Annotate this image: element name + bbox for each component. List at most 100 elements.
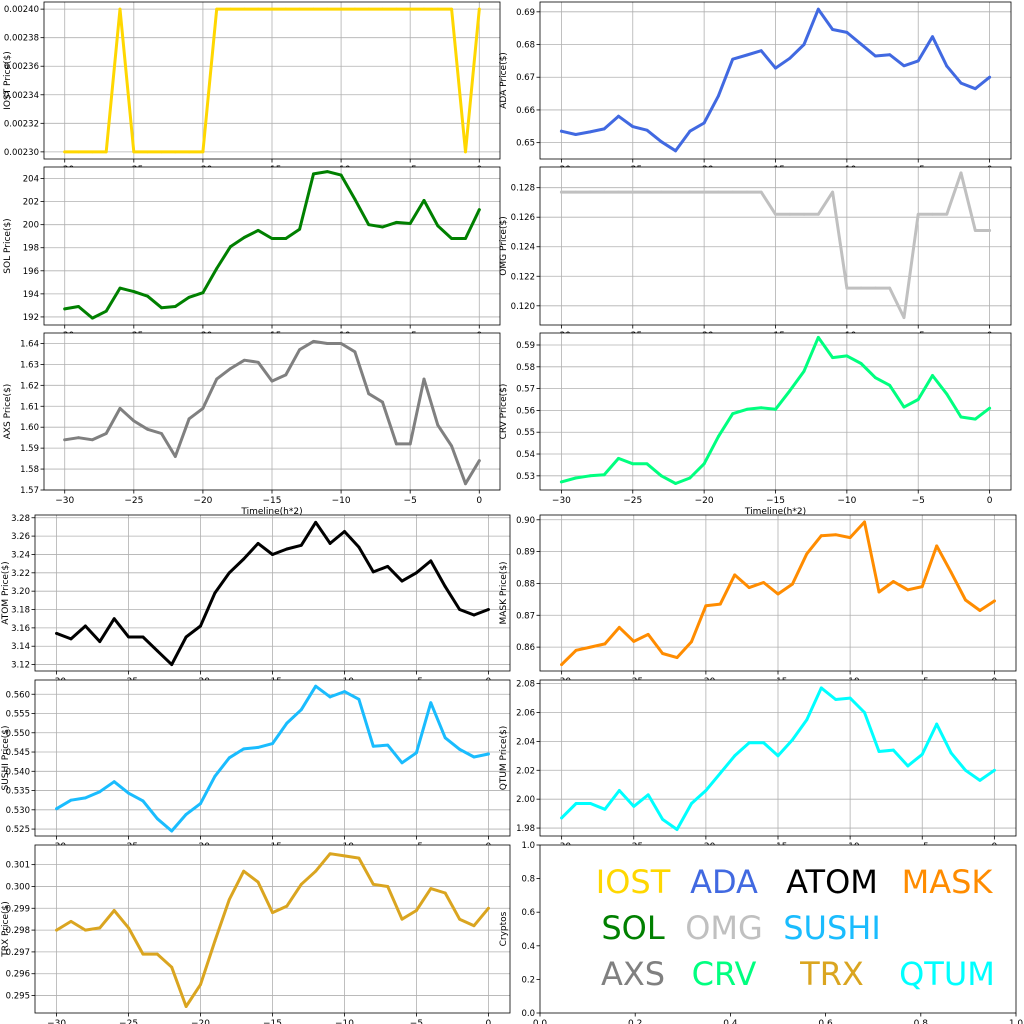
y-tick-label: 1.63 — [20, 360, 39, 370]
data-point — [199, 983, 202, 987]
y-tick-label: 1.58 — [20, 465, 39, 475]
data-point — [429, 887, 433, 891]
data-point — [328, 852, 332, 856]
data-point — [487, 608, 490, 611]
data-point — [574, 648, 578, 652]
data-point — [112, 617, 116, 621]
x-tick-label: 0.2 — [628, 1019, 642, 1024]
data-point — [906, 588, 910, 592]
y-tick-label: 3.24 — [11, 550, 30, 560]
crypto-label-ada: ADA — [690, 863, 758, 901]
data-point — [791, 738, 794, 742]
data-point — [270, 237, 274, 240]
data-point — [443, 736, 447, 740]
data-point — [271, 911, 274, 915]
data-point — [659, 190, 663, 194]
x-tick-label: −30 — [47, 1019, 66, 1024]
data-point — [690, 640, 693, 644]
data-point — [400, 761, 404, 765]
data-point — [845, 354, 849, 358]
data-point — [602, 190, 606, 194]
data-point — [229, 7, 232, 11]
data-point — [90, 438, 94, 442]
data-point — [560, 480, 563, 484]
data-point — [184, 635, 188, 639]
data-point — [759, 49, 763, 53]
y-axis-label: CRV Price($) — [499, 384, 509, 440]
data-point — [299, 882, 303, 886]
y-tick-label: 0.54 — [516, 450, 535, 460]
data-point — [831, 28, 834, 31]
data-point — [859, 42, 863, 46]
y-tick-label: 0.297 — [6, 948, 30, 958]
data-point — [464, 482, 467, 486]
x-tick-label: −15 — [263, 496, 282, 506]
data-point — [242, 235, 246, 239]
y-tick-label: 0.87 — [516, 611, 535, 621]
y-tick-label: 2.00 — [516, 795, 535, 805]
data-point — [213, 774, 217, 778]
data-point — [146, 427, 150, 431]
data-point — [646, 632, 650, 636]
crypto-label-axs: AXS — [601, 955, 665, 993]
data-point — [173, 305, 177, 308]
y-axis-label: ADA Price($) — [499, 52, 509, 109]
data-point — [945, 212, 949, 216]
data-point — [978, 778, 982, 782]
data-point — [859, 286, 863, 290]
data-point — [408, 7, 412, 11]
data-point — [141, 635, 145, 639]
data-point — [617, 789, 621, 792]
data-point — [674, 190, 677, 194]
data-point — [776, 754, 780, 758]
y-axis-label: Cryptos — [499, 911, 509, 946]
plot-frame — [539, 844, 1017, 1014]
y-tick-label: 0.124 — [511, 243, 535, 253]
y-tick-label: 3.26 — [11, 532, 30, 542]
y-tick-label: 202 — [23, 198, 39, 208]
data-point — [487, 906, 490, 910]
data-point — [227, 756, 231, 760]
data-point — [745, 190, 749, 194]
x-axis-label: Timeline(h*2) — [240, 507, 302, 517]
data-point — [589, 645, 592, 649]
y-axis-label: IOST Price($) — [3, 51, 13, 110]
data-point — [199, 802, 202, 806]
plot-frame — [539, 332, 1012, 491]
y-tick-label: 3.16 — [11, 624, 30, 634]
data-point — [146, 294, 150, 298]
data-point — [690, 802, 693, 805]
data-point — [146, 150, 150, 154]
data-point — [155, 649, 159, 653]
data-point — [916, 398, 920, 401]
y-tick-label: 0.530 — [6, 806, 30, 816]
data-point — [959, 171, 963, 175]
data-point — [874, 376, 877, 380]
data-point — [632, 804, 636, 808]
data-point — [877, 590, 881, 594]
data-point — [213, 939, 217, 943]
data-point — [314, 684, 318, 688]
y-tick-label: 0.535 — [6, 787, 30, 797]
y-tick-label: 0.296 — [6, 970, 30, 980]
data-point — [170, 965, 174, 969]
data-point — [284, 7, 288, 11]
data-point — [357, 697, 361, 701]
data-point — [848, 696, 852, 700]
subplot-2: −30−25−20−15−10−50192194196198200202204S… — [3, 166, 501, 341]
y-tick-label: 3.18 — [11, 606, 30, 616]
data-point — [422, 7, 426, 11]
y-tick-label: 0.55 — [516, 428, 535, 438]
data-point — [702, 462, 706, 466]
data-point — [132, 290, 136, 293]
crypto-label-omg: OMG — [685, 909, 763, 947]
data-point — [675, 828, 679, 831]
data-point — [888, 286, 892, 290]
data-point — [215, 267, 219, 270]
data-point — [298, 227, 302, 231]
x-tick-label: −10 — [332, 496, 351, 506]
y-tick-label: 0.2 — [521, 975, 535, 985]
y-tick-label: 3.22 — [11, 569, 30, 579]
data-point — [371, 882, 375, 886]
data-point — [702, 121, 706, 125]
